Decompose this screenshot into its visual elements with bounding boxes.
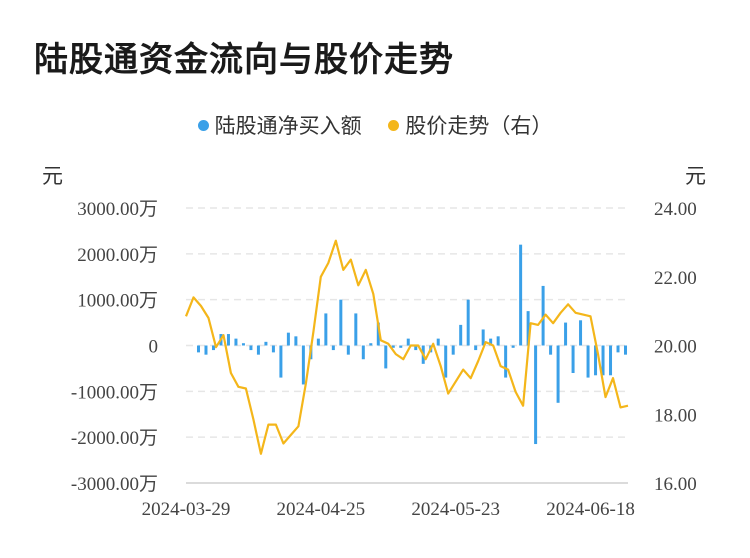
price-line [184,239,629,455]
legend-label-price: 股价走势（右） [405,114,553,138]
net-buy-bar [339,299,343,346]
net-buy-bar [616,345,620,353]
net-buy-bar [451,345,455,355]
net-buy-bar [264,341,268,346]
left-tick-label: -2000.00万 [71,428,158,449]
net-buy-bar [474,345,478,351]
net-buy-bar [444,345,448,378]
legend-dot-price [388,119,400,131]
net-buy-bar [324,313,328,346]
net-buy-bar [241,343,245,346]
net-buy-bar [361,345,365,360]
chart-title: 陆股通资金流向与股价走势 [34,40,454,80]
net-buy-bar [549,345,553,355]
right-tick-label: 16.00 [654,474,697,495]
net-buy-bar [369,343,373,346]
net-buy-bar [376,322,380,346]
net-buy-bar [586,345,590,378]
net-buy-bar [226,334,230,346]
left-tick-label: 3000.00万 [77,199,158,220]
net-buy-bar [301,345,305,385]
net-buy-bar [354,313,358,346]
net-buy-bar [234,338,238,346]
net-buy-bar [541,285,545,346]
net-buy-bar [481,329,485,346]
net-buy-bar [534,345,538,445]
net-buy-bar [609,345,613,376]
net-buy-bar [526,311,530,346]
net-buy-bar [286,332,290,346]
left-tick-label: 1000.00万 [77,291,158,312]
net-buy-bar [391,345,395,348]
legend-item-net-buy[interactable]: 陆股通净买入额 [197,110,362,140]
right-tick-label: 18.00 [654,405,697,426]
net-buy-bar [256,345,260,355]
net-buy-bar [571,345,575,373]
net-buy-bar [466,299,470,346]
net-buy-bar [436,338,440,346]
net-buy-bar [519,244,523,346]
net-buy-bar [496,336,500,346]
x-tick-label: 2024-05-23 [411,499,500,520]
x-tick-label: 2024-03-29 [142,499,231,520]
right-tick-label: 24.00 [654,199,697,220]
right-axis-unit: 元 [685,164,706,188]
net-buy-bar [406,338,410,346]
left-tick-label: -1000.00万 [71,382,158,403]
left-axis-unit: 元 [42,164,63,188]
net-buy-bar [594,345,598,376]
net-buy-bar [556,345,560,403]
net-buy-bar [504,345,508,378]
net-buy-bar [249,345,253,351]
net-buy-bar [211,345,215,351]
x-tick-label: 2024-06-18 [546,499,635,520]
net-buy-bar [489,338,493,346]
net-buy-bar [624,345,628,355]
legend: 陆股通净买入额 股价走势（右） [0,110,750,140]
net-buy-bar [346,345,350,355]
net-buy-bar [196,345,200,353]
left-tick-label: 0 [149,337,159,358]
net-buy-bar [384,345,388,369]
net-buy-bar [579,320,583,346]
legend-item-price[interactable]: 股价走势（右） [388,110,552,140]
net-buy-bar [399,345,403,348]
net-buy-bar [316,338,320,346]
right-tick-label: 20.00 [654,337,697,358]
net-buy-bar [459,324,463,346]
net-buy-bar [511,345,515,348]
legend-dot-net-buy [197,119,209,131]
net-buy-bar [204,345,208,355]
x-tick-label: 2024-04-25 [277,499,366,520]
net-buy-bar [279,345,283,378]
right-tick-label: 22.00 [654,268,697,289]
net-buy-bar [294,336,298,346]
left-tick-label: 2000.00万 [77,245,158,266]
net-buy-bar [601,345,605,376]
net-buy-bar [414,345,418,351]
net-buy-bar [564,322,568,346]
net-buy-bar [271,345,275,353]
left-tick-label: -3000.00万 [71,474,158,495]
net-buy-bar [331,345,335,351]
legend-label-net-buy: 陆股通净买入额 [214,114,362,138]
